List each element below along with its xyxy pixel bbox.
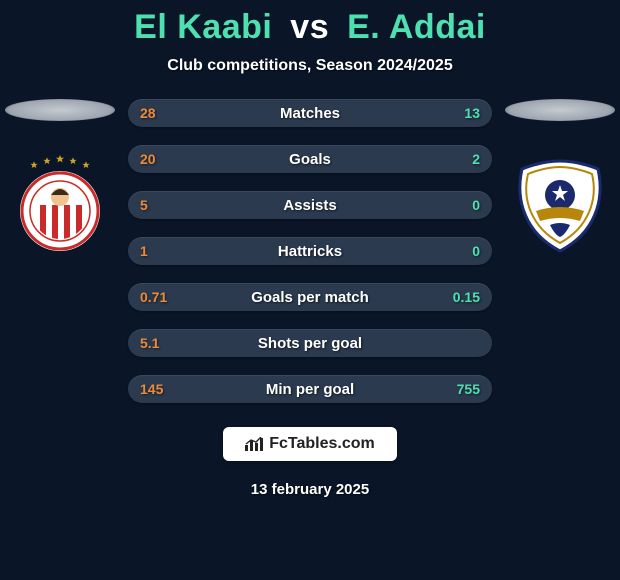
crest-right bbox=[510, 155, 610, 260]
subtitle: Club competitions, Season 2024/2025 bbox=[167, 57, 452, 75]
stat-left-value: 0.71 bbox=[140, 289, 200, 305]
stat-label: Min per goal bbox=[200, 381, 420, 398]
fctables-link[interactable]: FcTables.com bbox=[223, 427, 397, 461]
stat-left-value: 5 bbox=[140, 197, 200, 213]
stat-row: 0.71Goals per match0.15 bbox=[128, 283, 492, 311]
shadow-ellipse-left bbox=[5, 99, 115, 121]
stat-right-value: 0.15 bbox=[420, 289, 480, 305]
crest-left bbox=[10, 155, 110, 260]
shadow-ellipse-right bbox=[505, 99, 615, 121]
stat-row: 20Goals2 bbox=[128, 145, 492, 173]
footer: FcTables.com 13 february 2025 bbox=[223, 427, 397, 498]
body-row: 28Matches1320Goals25Assists01Hattricks00… bbox=[0, 99, 620, 403]
right-side bbox=[500, 99, 620, 260]
stat-right-value: 755 bbox=[420, 381, 480, 397]
stat-left-value: 145 bbox=[140, 381, 200, 397]
comparison-card: El Kaabi vs E. Addai Club competitions, … bbox=[0, 0, 620, 580]
stat-label: Goals bbox=[200, 151, 420, 168]
stat-row: 28Matches13 bbox=[128, 99, 492, 127]
footer-date: 13 february 2025 bbox=[251, 481, 369, 498]
stat-row: 5Assists0 bbox=[128, 191, 492, 219]
stat-row: 5.1Shots per goal bbox=[128, 329, 492, 357]
stat-label: Assists bbox=[200, 197, 420, 214]
stat-left-value: 1 bbox=[140, 243, 200, 259]
title-vs: vs bbox=[290, 8, 329, 46]
player1-name: El Kaabi bbox=[134, 8, 272, 46]
stat-label: Matches bbox=[200, 105, 420, 122]
stats-column: 28Matches1320Goals25Assists01Hattricks00… bbox=[120, 99, 500, 403]
stat-label: Hattricks bbox=[200, 243, 420, 260]
stat-left-value: 5.1 bbox=[140, 335, 200, 351]
bar-chart-icon bbox=[245, 437, 263, 451]
stat-right-value: 0 bbox=[420, 243, 480, 259]
stat-right-value: 2 bbox=[420, 151, 480, 167]
olympiacos-crest-icon bbox=[10, 155, 110, 255]
fctables-text: FcTables.com bbox=[269, 435, 375, 453]
stat-right-value: 13 bbox=[420, 105, 480, 121]
left-side bbox=[0, 99, 120, 260]
page-title: El Kaabi vs E. Addai bbox=[134, 8, 486, 47]
stat-left-value: 28 bbox=[140, 105, 200, 121]
stat-row: 1Hattricks0 bbox=[128, 237, 492, 265]
qarabag-crest-icon bbox=[510, 155, 610, 255]
stat-row: 145Min per goal755 bbox=[128, 375, 492, 403]
player2-name: E. Addai bbox=[347, 8, 486, 46]
stat-label: Goals per match bbox=[200, 289, 420, 306]
stat-right-value: 0 bbox=[420, 197, 480, 213]
stat-label: Shots per goal bbox=[200, 335, 420, 352]
stat-left-value: 20 bbox=[140, 151, 200, 167]
